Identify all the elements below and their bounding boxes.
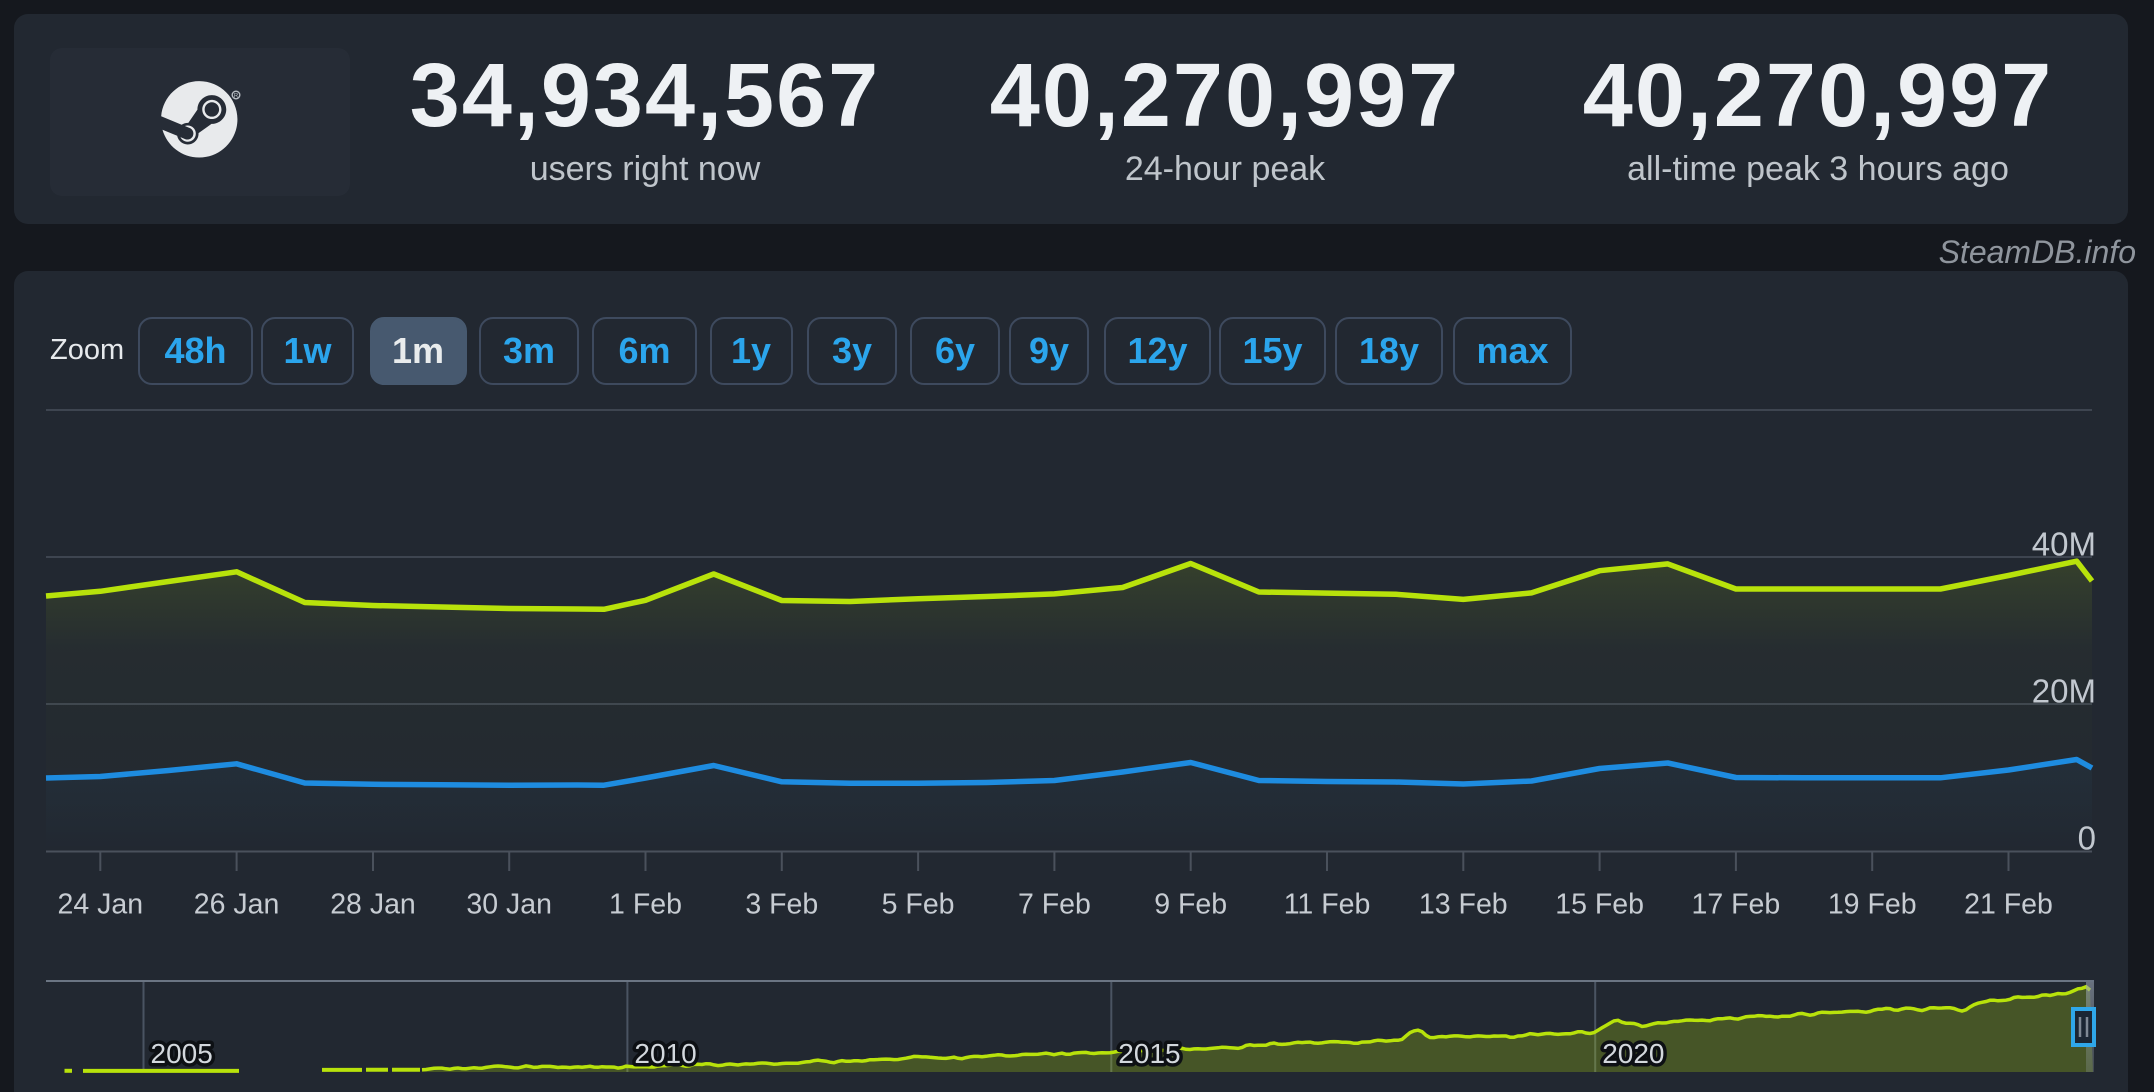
svg-text:26 Jan: 26 Jan — [194, 889, 280, 921]
svg-text:21 Feb: 21 Feb — [1964, 889, 2053, 921]
svg-text:2010: 2010 — [634, 1038, 696, 1069]
svg-text:20M: 20M — [2032, 673, 2096, 710]
svg-text:13 Feb: 13 Feb — [1419, 889, 1508, 921]
svg-text:7 Feb: 7 Feb — [1018, 889, 1091, 921]
svg-text:30 Jan: 30 Jan — [466, 889, 552, 921]
svg-text:5 Feb: 5 Feb — [882, 889, 955, 921]
svg-text:2015: 2015 — [1118, 1038, 1180, 1069]
svg-text:2020: 2020 — [1602, 1038, 1664, 1069]
svg-text:9 Feb: 9 Feb — [1154, 889, 1227, 921]
svg-text:15 Feb: 15 Feb — [1555, 889, 1644, 921]
svg-text:0: 0 — [2078, 820, 2096, 857]
svg-text:2005: 2005 — [151, 1038, 213, 1069]
svg-text:1 Feb: 1 Feb — [609, 889, 682, 921]
svg-text:24 Jan: 24 Jan — [58, 889, 144, 921]
svg-text:40M: 40M — [2032, 526, 2096, 563]
svg-text:11 Feb: 11 Feb — [1284, 889, 1371, 921]
svg-text:17 Feb: 17 Feb — [1692, 889, 1781, 921]
svg-text:3 Feb: 3 Feb — [745, 889, 818, 921]
svg-text:28 Jan: 28 Jan — [330, 889, 416, 921]
svg-text:19 Feb: 19 Feb — [1828, 889, 1917, 921]
svg-text:R: R — [234, 94, 239, 100]
